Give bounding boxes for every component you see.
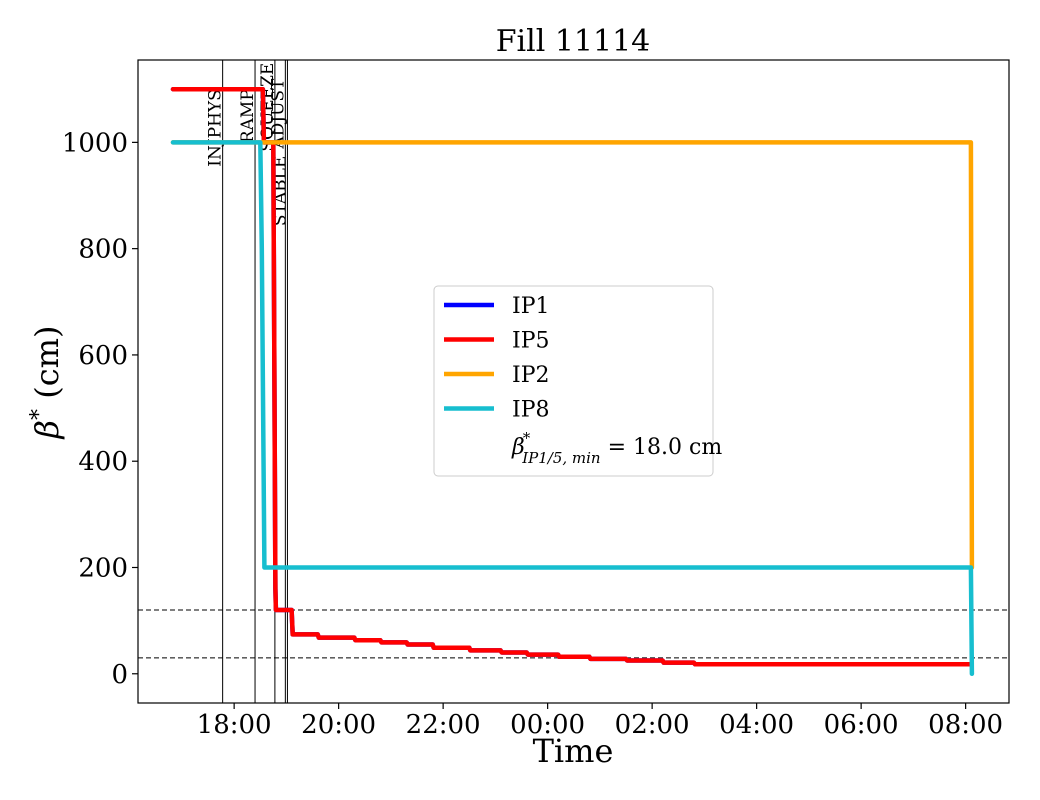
legend-label-ip5: IP5 (512, 329, 550, 354)
y-tick-label: 800 (78, 235, 128, 265)
x-tick-label: 20:00 (301, 710, 376, 740)
legend-box (433, 285, 714, 477)
legend: IP1 IP5 IP2 IP8 β* IP1/5, min = 18.0 cm (433, 285, 722, 477)
x-tick-label: 02:00 (615, 710, 690, 740)
chart-title: Fill 11114 (496, 24, 651, 59)
legend-note-value: = 18.0 cm (601, 435, 723, 460)
y-tick-label: 0 (111, 660, 128, 690)
series-line-ip2 (170, 140, 975, 570)
axes-frame (137, 59, 1010, 704)
y-tick-label: 200 (78, 553, 128, 583)
y-tick-label: 1000 (62, 128, 128, 158)
legend-note: β* IP1/5, min = 18.0 cm (511, 429, 722, 467)
series-lines (170, 86, 975, 677)
y-axis-label: β* (cm) (27, 326, 66, 440)
legend-label-ip8: IP8 (512, 398, 550, 423)
y-tick-label: 400 (78, 447, 128, 477)
phase-label: RAMP (238, 89, 258, 143)
y-axis-ticks: 0 200 400 600 800 1000 (62, 128, 138, 690)
y-tick-label: 600 (78, 341, 128, 371)
x-axis-ticks: 18:00 20:00 22:00 00:00 02:00 04:00 06:00 08:00 (197, 703, 1003, 740)
x-tick-label: 08:00 (928, 710, 1003, 740)
legend-label-ip1: IP1 (512, 294, 550, 319)
threshold-lines (138, 609, 1009, 659)
x-tick-label: 04:00 (719, 710, 794, 740)
phase-label: ADJUST (268, 78, 288, 150)
legend-note-subscript: IP1/5, min (521, 449, 600, 467)
x-tick-label: 00:00 (510, 710, 585, 740)
y-axis-label-symbol: β (28, 420, 66, 440)
y-axis-label-unit: (cm) (28, 326, 66, 409)
x-tick-label: 06:00 (824, 710, 899, 740)
legend-note-superscript: * (523, 429, 531, 447)
y-axis-label-superscript: * (27, 409, 52, 420)
x-tick-label: 22:00 (406, 710, 481, 740)
series-line-ip8 (170, 140, 975, 677)
x-axis-label: Time (533, 732, 614, 770)
phase-label: INJPHYS (206, 89, 226, 167)
legend-label-ip2: IP2 (512, 363, 550, 388)
legend-note-symbol: β (511, 435, 525, 460)
x-tick-label: 18:00 (197, 710, 272, 740)
series-line-ip5 (170, 86, 974, 667)
